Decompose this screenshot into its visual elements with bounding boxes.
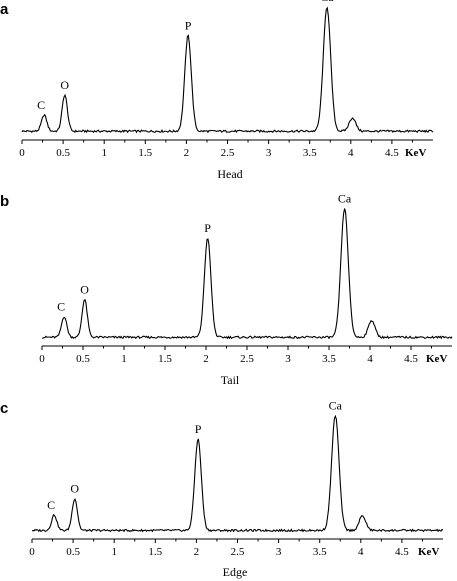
panel-a: a 0 0.5 1 1.5 2 2.5 3 3.5 4 4.5 KeV C O P Ca Head [0,0,434,181]
x-tick-label: 0 [29,546,35,558]
spectrum-marks: 0 0.5 1 1.5 2 2.5 3 3.5 4 4.5 KeV C O P Ca [29,398,444,558]
peak-label-p: P [195,422,202,436]
x-axis-unit-label: KeV [405,147,426,159]
spectrum-marks: 0 0.5 1 1.5 2 2.5 3 3.5 4 4.5 KeV C O P Ca [39,192,453,365]
spectrum-line [21,6,434,134]
panel-caption: Tail [221,373,240,387]
x-tick-label: 4.5 [395,546,409,558]
peak-label-p: P [185,19,192,33]
x-tick-label: 1 [111,546,117,558]
panel-caption: Head [217,167,242,181]
x-tick-label: 4 [358,546,364,558]
peak-label-ca: Ca [320,0,334,4]
peak-label-c: C [37,98,45,112]
x-tick-label: 0.5 [76,353,90,365]
x-tick-label: 2.5 [231,546,245,558]
x-tick-label: 1.5 [158,353,172,365]
spectrum-line [41,208,453,340]
x-tick-label: 4 [348,147,354,159]
x-tick-label: 4.5 [385,147,399,159]
peak-label-ca: Ca [338,192,352,206]
x-tick-label: 2.5 [221,147,235,159]
x-tick-label: 1.5 [148,546,162,558]
x-tick-label: 2.5 [240,353,254,365]
peak-label-ca: Ca [329,398,343,412]
x-tick-label: 2 [194,546,200,558]
peak-label-o: O [60,78,69,92]
x-tick-label: 3 [285,353,291,365]
x-tick-label: 4 [367,353,373,365]
panel-caption: Edge [223,565,248,579]
x-tick-label: 0 [39,353,45,365]
panel-letter: a [0,1,9,18]
x-tick-label: 2 [203,353,209,365]
x-tick-label: 1 [101,147,107,159]
peak-label-o: O [70,481,79,495]
panel-c: c 0 0.5 1 1.5 2 2.5 3 3.5 4 4.5 KeV C O P Ca Edge [0,398,444,579]
x-tick-label: 4.5 [404,353,418,365]
panel-letter: b [0,193,9,210]
peak-label-c: C [57,299,65,313]
spectrum-line [31,414,444,533]
x-tick-label: 0.5 [56,147,70,159]
x-axis-unit-label: KeV [426,353,447,365]
x-tick-label: 3.5 [322,353,336,365]
peak-label-c: C [47,498,55,512]
peak-label-p: P [204,221,211,235]
x-tick-label: 3.5 [313,546,327,558]
x-tick-label: 1.5 [138,147,152,159]
x-tick-label: 2 [184,147,190,159]
x-tick-label: 3 [276,546,282,558]
x-tick-label: 3.5 [303,147,317,159]
panel-b: b 0 0.5 1 1.5 2 2.5 3 3.5 4 4.5 KeV C O P Ca Tail [0,192,453,387]
x-tick-label: 1 [121,353,127,365]
x-tick-label: 0.5 [66,546,80,558]
x-axis-unit-label: KeV [418,546,439,558]
panel-letter: c [0,400,8,417]
x-tick-label: 3 [266,147,272,159]
peak-label-o: O [80,282,89,296]
x-tick-label: 0 [19,147,25,159]
spectrum-marks: 0 0.5 1 1.5 2 2.5 3 3.5 4 4.5 KeV C O P Ca [19,0,434,159]
